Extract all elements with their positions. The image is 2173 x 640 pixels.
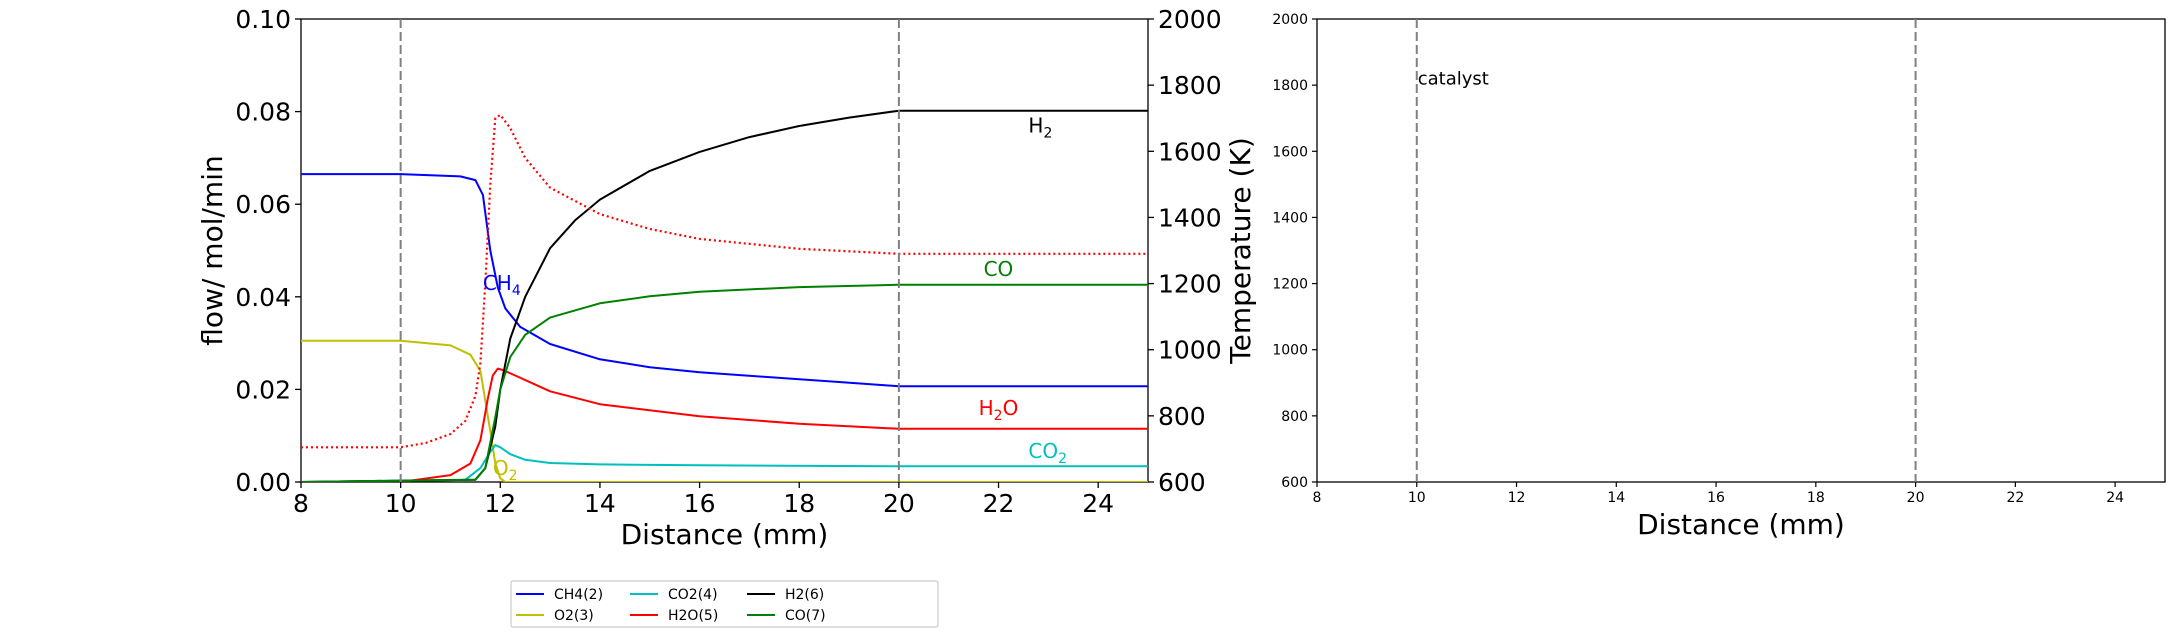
annotation-main: H <box>1028 113 1043 137</box>
annotation-sub: 2 <box>1058 451 1067 467</box>
y2-tick-label: 1200 <box>1158 270 1222 299</box>
y-tick-label: 0.06 <box>235 190 291 219</box>
flow-axes: 8 10 12 14 16 18 20 22 240.000.020.040.060.080.1… <box>196 5 1257 551</box>
annotation-main: CO <box>984 257 1014 281</box>
series-line-2 <box>301 444 1148 482</box>
species-annotation: CH4 <box>483 271 521 299</box>
x-tick-label-2: 14 <box>1607 490 1625 506</box>
annotation-main: CH <box>483 271 512 295</box>
y2-tick-label: 1800 <box>1158 71 1222 100</box>
temperature-chart: 8 10 12 14 16 18 20 22 24 600 800 1000 1200 1400 1600 1… <box>1272 12 2166 541</box>
x-axis-label-2: Distance (mm) <box>1637 508 1845 541</box>
series-line-4 <box>301 109 1148 482</box>
x-tick-label-2: 22 <box>2006 490 2024 506</box>
y2-tick-label: 1600 <box>1158 137 1222 166</box>
series-line-3 <box>301 367 1148 482</box>
y2-tick-label: 800 <box>1158 402 1206 431</box>
y2-tick-label: 1000 <box>1158 336 1222 365</box>
y-tick-label-2: 600 <box>1281 475 1308 491</box>
y-tick-label: 0.08 <box>235 98 291 127</box>
x-tick-label-2: 10 <box>1408 490 1426 506</box>
y-tick-label: 0.04 <box>235 283 291 312</box>
x-tick-label-2: 20 <box>1907 490 1925 506</box>
plot-frame <box>300 18 1149 483</box>
y2-tick-label: 2000 <box>1158 5 1222 34</box>
series-line-6 <box>301 113 1148 449</box>
x-tick-label: 14 <box>584 489 616 518</box>
y2-axis-label: Temperature (K) <box>1224 137 1257 364</box>
x-tick-label: 8 <box>293 489 309 518</box>
x-tick-label: 12 <box>484 489 516 518</box>
x-tick-label: 16 <box>684 489 716 518</box>
y-tick-label: 0.02 <box>235 375 291 404</box>
x-tick-label: 18 <box>783 489 815 518</box>
y-tick-label: 0.00 <box>235 468 291 497</box>
legend: CH4(2) O2(3) CO2(4) H2O(5) H2(6) CO(7) <box>510 580 939 628</box>
x-tick-label: 22 <box>983 489 1015 518</box>
species-annotation: CO <box>984 257 1014 281</box>
x-tick-label-2: 12 <box>1508 490 1526 506</box>
legend-entry: O2(3) <box>554 608 594 624</box>
x-tick-label: 20 <box>883 489 915 518</box>
y-tick-label-2: 1600 <box>1272 144 1308 160</box>
annotation-sub: 4 <box>512 283 521 299</box>
annotation-main: H <box>979 396 994 420</box>
species-annotation: H2O <box>979 396 1019 424</box>
x-tick-label: 10 <box>385 489 417 518</box>
species-annotation: CO2 <box>1028 439 1067 467</box>
series-lines <box>301 109 1148 482</box>
annotation-sub: 2 <box>994 408 1003 424</box>
y-tick-label-2: 800 <box>1281 409 1308 425</box>
catalyst-label: catalyst <box>1418 69 1489 90</box>
annotation-sub: 2 <box>1043 125 1052 141</box>
annotation-sub: 2 <box>509 468 518 484</box>
legend-entry: H2(6) <box>785 587 824 603</box>
legend-entry: CH4(2) <box>554 587 603 603</box>
y-tick-label-2: 1000 <box>1272 343 1308 359</box>
legend-frame <box>510 580 939 628</box>
x-axis-label: Distance (mm) <box>621 518 829 551</box>
legend-entry: CO2(4) <box>668 587 718 603</box>
y-tick-label-2: 1800 <box>1272 78 1308 94</box>
species-annotation: H2 <box>1028 113 1052 141</box>
annotation-tail: O <box>1003 396 1019 420</box>
x-tick-label-2: 18 <box>1807 490 1825 506</box>
y-axis-label: flow/ mol/min <box>196 155 229 345</box>
series-line-5 <box>301 283 1148 482</box>
x-tick-label-2: 24 <box>2106 490 2124 506</box>
x-tick-label-2: 8 <box>1313 490 1322 506</box>
annotation-main: O <box>493 456 509 480</box>
x-tick-label: 24 <box>1082 489 1114 518</box>
series-line-1 <box>301 339 1148 482</box>
series-line-0 <box>301 173 1148 388</box>
legend-entry: CO(7) <box>785 608 826 624</box>
y-tick-label-2: 2000 <box>1272 12 1308 28</box>
y2-tick-label: 600 <box>1158 468 1206 497</box>
y-tick-label-2: 1400 <box>1272 210 1308 226</box>
y-tick-label: 0.10 <box>235 5 291 34</box>
y-tick-label-2: 1200 <box>1272 277 1308 293</box>
plot-frame-2 <box>1316 18 2166 483</box>
species-annotation: O2 <box>493 456 518 484</box>
legend-entry: H2O(5) <box>668 608 718 624</box>
annotation-main: CO <box>1028 439 1058 463</box>
flow-chart: 8 10 12 14 16 18 20 22 240.000.020.040.060.080.1… <box>196 5 1257 628</box>
x-tick-label-2: 16 <box>1707 490 1725 506</box>
y2-tick-label: 1400 <box>1158 203 1222 232</box>
